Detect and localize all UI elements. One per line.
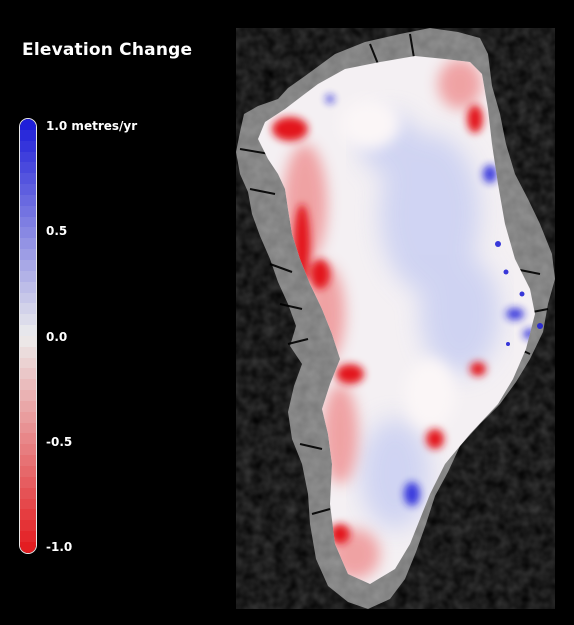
color-scale-step	[20, 184, 36, 195]
color-scale-step	[20, 292, 36, 304]
color-scale-step	[20, 411, 36, 423]
color-scale-step	[20, 520, 36, 532]
color-scale-step	[20, 422, 36, 434]
color-scale-step	[20, 390, 36, 401]
greenland-elevation-map	[236, 28, 555, 609]
color-scale-step	[20, 498, 36, 510]
color-scale-step	[20, 487, 36, 499]
color-scale-step	[20, 335, 36, 347]
color-scale-step	[20, 303, 36, 315]
color-scale-step	[20, 205, 36, 217]
legend-tick-neg-1-0: -1.0	[46, 540, 73, 554]
color-scale-step	[20, 249, 36, 260]
color-scale-step	[20, 281, 36, 293]
color-scale-step	[20, 140, 36, 152]
color-scale-step	[20, 129, 36, 141]
color-scale-step	[20, 216, 36, 228]
legend-tick-0-5: 0.5	[46, 224, 68, 238]
color-scale-step	[20, 476, 36, 488]
color-scale-step	[20, 400, 36, 412]
legend-tick-neg-0-5: -0.5	[46, 435, 73, 449]
color-scale-step	[20, 151, 36, 163]
color-scale-step	[20, 541, 36, 553]
color-scale-step	[20, 466, 36, 477]
legend-max-label: 1.0 metres/yr	[46, 119, 138, 133]
color-scale-step	[20, 173, 36, 185]
color-scale-step	[20, 531, 36, 542]
color-scale-step	[20, 325, 36, 336]
color-scale-step	[20, 433, 36, 445]
elevation-color-scale	[19, 118, 37, 554]
color-scale-step	[20, 194, 36, 206]
color-scale-step	[20, 346, 36, 358]
color-scale-step	[20, 509, 36, 521]
color-scale-step	[20, 379, 36, 391]
color-scale-step	[20, 314, 36, 326]
color-scale-step	[20, 227, 36, 239]
color-scale-step	[20, 455, 36, 466]
color-scale-step	[20, 270, 36, 282]
color-scale-step	[20, 238, 36, 250]
color-scale-step	[20, 119, 36, 130]
color-scale-step	[20, 357, 36, 369]
color-scale-step	[20, 444, 36, 456]
color-scale-step	[20, 259, 36, 271]
color-scale-step	[20, 368, 36, 380]
color-scale-step	[20, 162, 36, 174]
map-title: Elevation Change	[22, 40, 193, 60]
legend-tick-0-0: 0.0	[46, 330, 68, 344]
